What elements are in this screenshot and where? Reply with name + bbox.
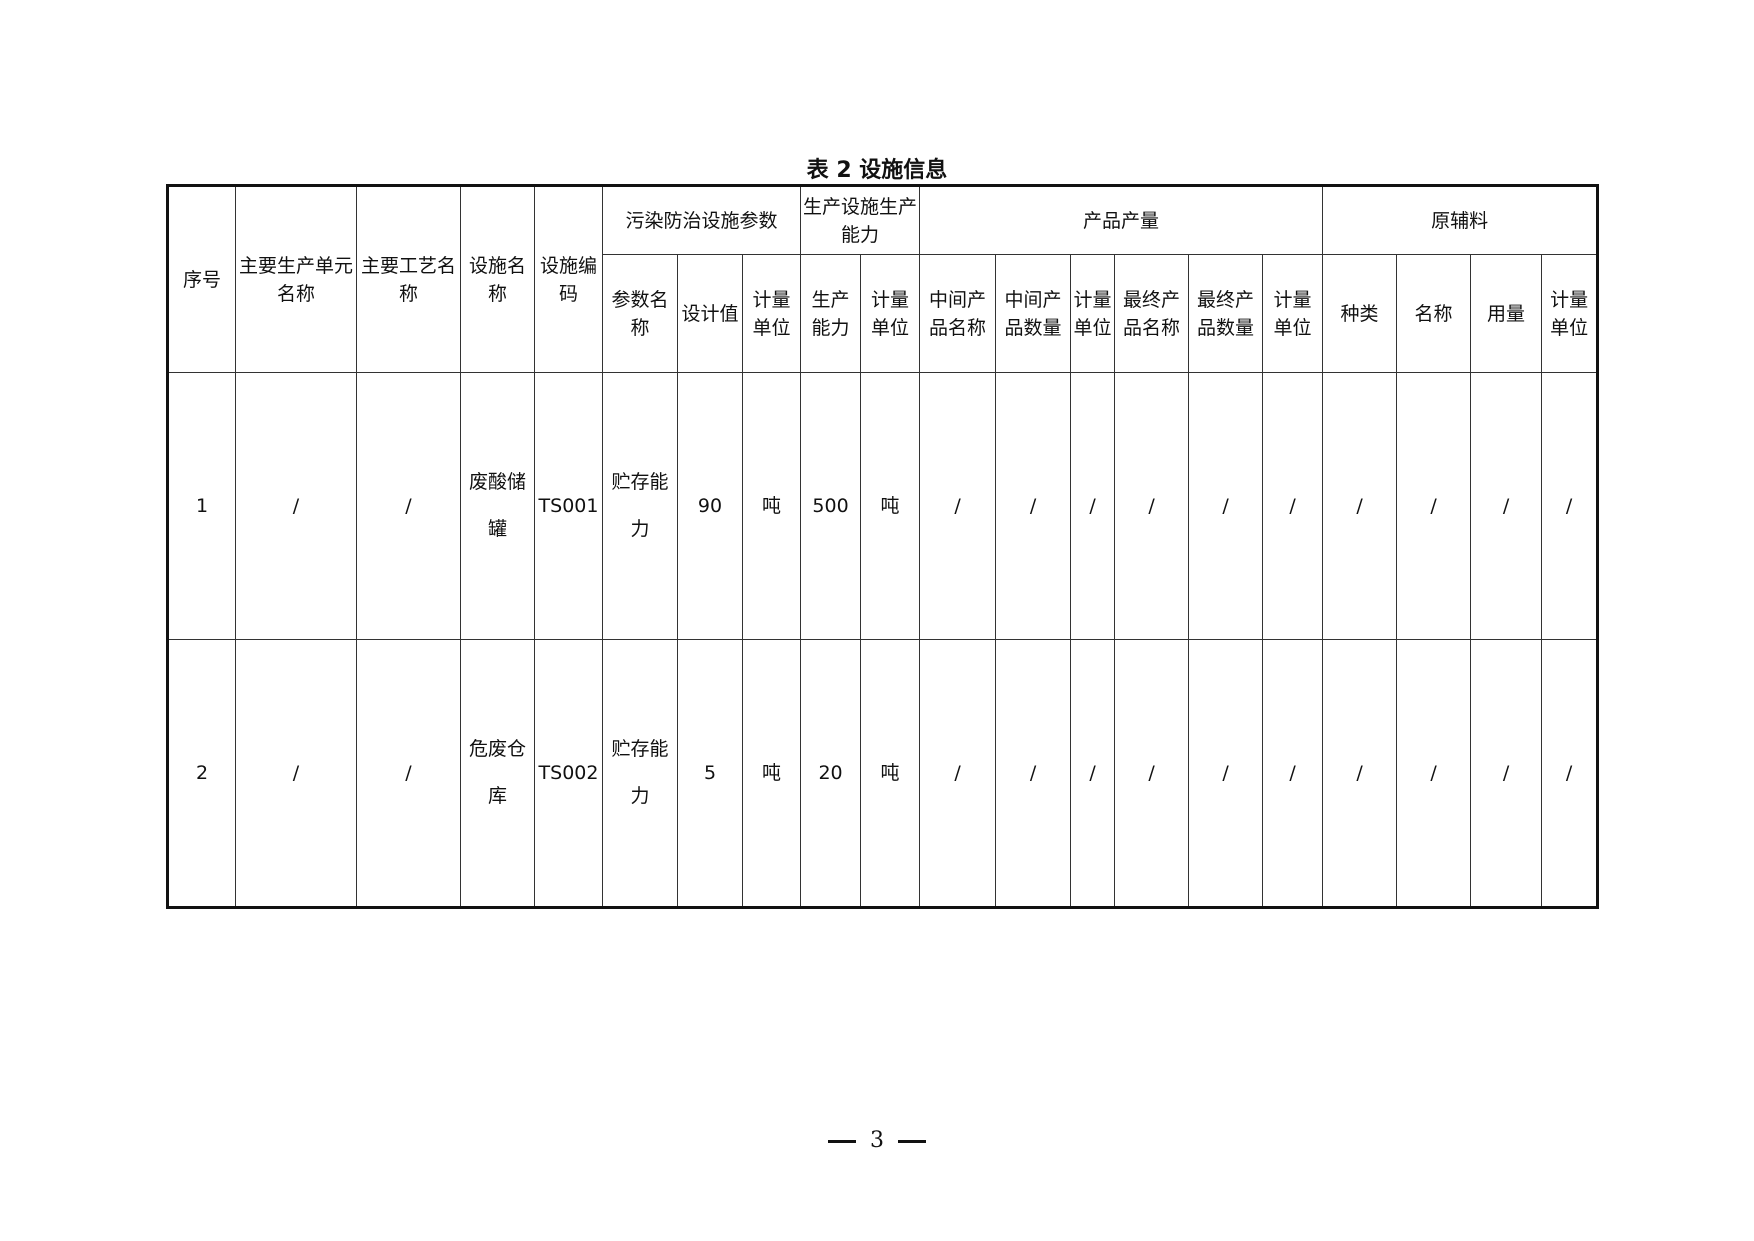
subheader-cell: 计量单位 [860,254,921,373]
table-cell: 吨 [860,639,921,908]
table-cell: / [1322,372,1398,640]
table-cell: / [356,372,461,640]
subheader-cell: 最终产品名称 [1114,254,1190,373]
table-title: 表 2 设施信息 [806,158,948,183]
subheader-cell: 生产能力 [800,254,862,373]
header-seq: 序号 [167,185,236,373]
table-cell: 危废仓库 [460,639,535,908]
table-cell: / [1188,372,1264,640]
header-capacity-group: 生产设施生产能力 [800,185,921,255]
table-cell: 2 [167,639,236,908]
header-facility-code: 设施编码 [534,185,603,373]
header-process: 主要工艺名称 [356,185,461,373]
subheader-cell: 种类 [1322,254,1398,373]
table-row: 2// 危废仓库 TS002 贮存能力 5 吨 20 吨 / / / / / / / / / / [167,639,1599,908]
table-cell: / [919,639,997,908]
table-cell: / [995,372,1072,640]
table-cell: / [1470,639,1543,908]
table-cell: TS001 [534,372,603,640]
table-cell: / [1470,372,1543,640]
subheader-cell: 计量单位 [1541,254,1599,373]
table-cell: / [1114,639,1190,908]
table-cell: / [1070,372,1116,640]
table-cell: 20 [800,639,862,908]
subheader-cell: 设计值 [677,254,743,373]
table-cell: / [1114,372,1190,640]
subheader-cell: 中间产品名称 [919,254,997,373]
subheader-cell: 计量单位 [741,254,802,373]
table-cell: / [356,639,461,908]
table-cell: 贮存能力 [602,639,678,908]
subheader-cell: 计量单位 [1262,254,1324,373]
table-cell: / [919,372,997,640]
table-cell: 1 [167,372,236,640]
dash-decoration [898,1139,926,1143]
subheader-cell: 中间产品数量 [995,254,1072,373]
subheader-cell: 最终产品数量 [1188,254,1264,373]
table-cell: 500 [800,372,862,640]
table-cell: / [995,639,1072,908]
page-number: 3 [870,1128,884,1153]
table-cell: / [1541,639,1599,908]
table-cell: 90 [677,372,743,640]
table-cell: / [1396,639,1472,908]
header-pollution-group: 污染防治设施参数 [601,185,802,255]
table-cell: 吨 [741,372,802,640]
header-unit: 主要生产单元名称 [235,185,357,373]
dash-decoration [828,1139,856,1143]
header-facility-name: 设施名称 [460,185,535,373]
table-cell: / [1322,639,1398,908]
subheader-cell: 名称 [1396,254,1472,373]
table-cell: / [1262,639,1324,908]
table-cell: / [1396,372,1472,640]
table-cell: 废酸储罐 [460,372,535,640]
table-cell: 吨 [860,372,921,640]
table-cell: / [235,372,357,640]
table-cell: 贮存能力 [602,372,678,640]
table-cell: 吨 [741,639,802,908]
table-cell: / [1188,639,1264,908]
facility-info-table: 序号 主要生产单元名称 主要工艺名称 设施名称 设施编码 污染防治设施参数 生产… [166,184,1600,909]
header-material-group: 原辅料 [1322,185,1599,255]
table-row: 1// 废酸储罐 TS001 贮存能力 90 吨 500 吨 / / / / / / / / / / [167,372,1599,640]
subheader-cell: 用量 [1470,254,1543,373]
header-product-group: 产品产量 [919,185,1324,255]
subheader-cell: 参数名称 [602,254,678,373]
subheader-cell: 计量单位 [1070,254,1116,373]
page-number-footer: 3 [0,1128,1754,1153]
table-cell: / [1070,639,1116,908]
table-cell: / [1262,372,1324,640]
table-cell: 5 [677,639,743,908]
table-cell: / [235,639,357,908]
table-cell: / [1541,372,1599,640]
table-cell: TS002 [534,639,603,908]
